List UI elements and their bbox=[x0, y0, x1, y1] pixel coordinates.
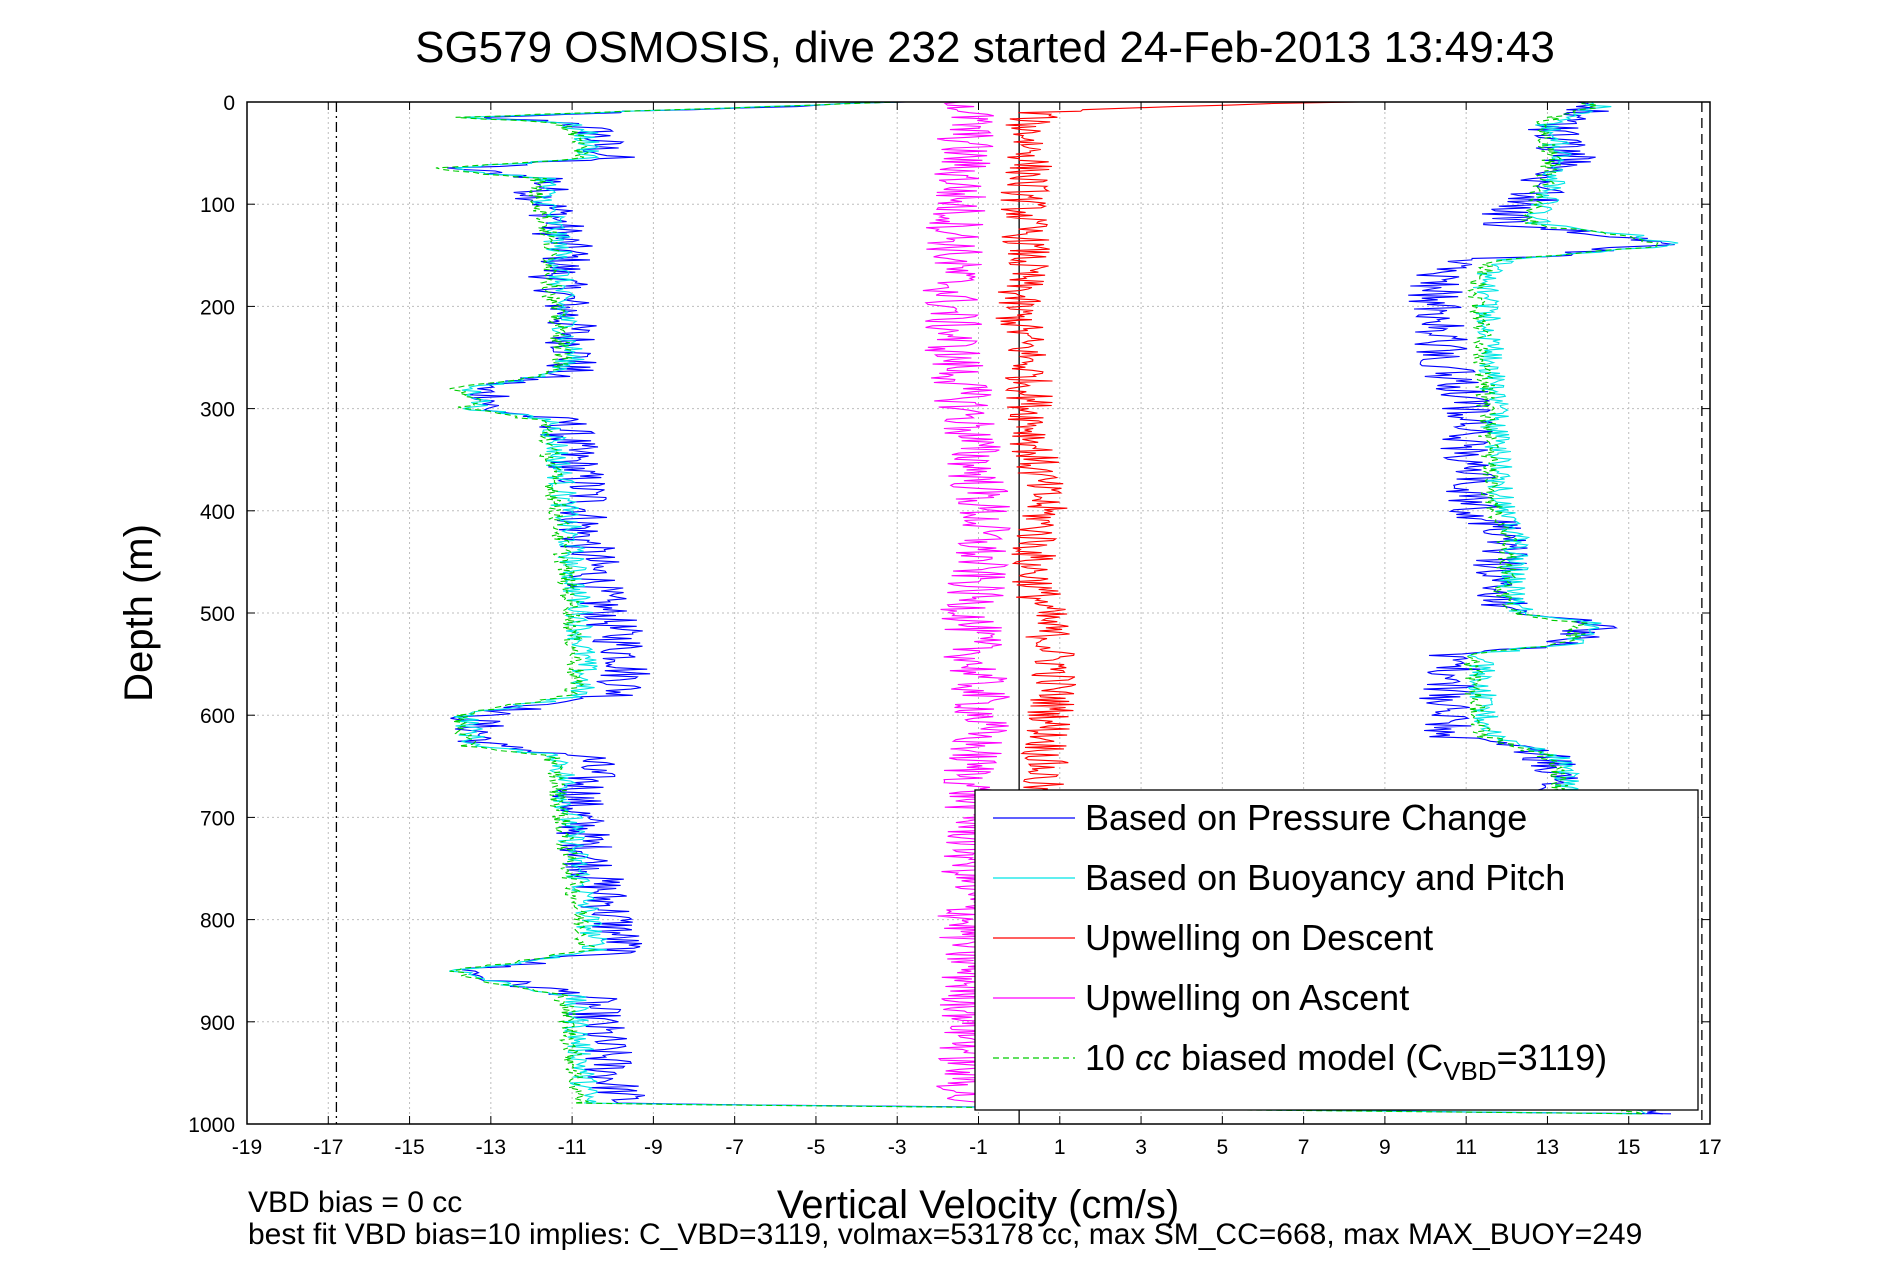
x-tick-label: -7 bbox=[725, 1136, 744, 1159]
x-tick-label: -15 bbox=[394, 1136, 424, 1159]
x-tick-label: 15 bbox=[1617, 1136, 1640, 1159]
x-axis-label: Vertical Velocity (cm/s) bbox=[777, 1183, 1179, 1227]
x-tick-label: 7 bbox=[1298, 1136, 1310, 1159]
legend-label: Based on Pressure Change bbox=[1085, 797, 1527, 838]
series-line-2-descent bbox=[449, 101, 1637, 1115]
y-tick-label: 600 bbox=[200, 705, 235, 728]
y-axis-label: Depth (m) bbox=[117, 524, 161, 702]
legend-label: 10 cc biased model (CVBD=3119) bbox=[1085, 1037, 1607, 1086]
x-tick-label: 11 bbox=[1455, 1136, 1477, 1159]
x-tick-label: -11 bbox=[558, 1136, 587, 1159]
y-tick-label: 900 bbox=[200, 1012, 235, 1035]
y-tick-label: 500 bbox=[200, 603, 235, 626]
x-tick-label: -3 bbox=[888, 1136, 907, 1159]
y-axis-ticks: 0 100 200 300 400 500 600 700 800 900 1000 bbox=[188, 92, 1710, 1137]
x-tick-label: -13 bbox=[476, 1136, 506, 1159]
note-vbd-bias: VBD bias = 0 cc bbox=[248, 1186, 462, 1219]
x-tick-label: -9 bbox=[644, 1136, 663, 1159]
x-tick-label: 9 bbox=[1379, 1136, 1391, 1159]
legend-label: Based on Buoyancy and Pitch bbox=[1085, 857, 1565, 898]
series-line-5-descent bbox=[435, 101, 1646, 1115]
legend: Based on Pressure Change Based on Buoyanc… bbox=[974, 789, 1699, 1111]
x-tick-label: 3 bbox=[1135, 1136, 1147, 1159]
chart-title: SG579 OSMOSIS, dive 232 started 24-Feb-2… bbox=[415, 23, 1555, 72]
legend-label: Upwelling on Ascent bbox=[1085, 977, 1409, 1018]
y-tick-label: 200 bbox=[200, 296, 235, 319]
y-tick-label: 1000 bbox=[188, 1114, 235, 1137]
y-tick-label: 400 bbox=[200, 501, 235, 524]
y-tick-label: 800 bbox=[200, 910, 235, 933]
series-group bbox=[435, 101, 1679, 1115]
series-line-1-descent bbox=[447, 101, 1672, 1115]
x-tick-label: -5 bbox=[807, 1136, 826, 1159]
x-tick-label: 1 bbox=[1054, 1136, 1066, 1159]
x-tick-label: 17 bbox=[1698, 1136, 1721, 1159]
x-tick-label: 5 bbox=[1216, 1136, 1228, 1159]
y-tick-label: 0 bbox=[223, 92, 235, 115]
series-line-5-ascent bbox=[1462, 101, 1659, 1115]
y-tick-label: 100 bbox=[200, 194, 235, 217]
x-tick-label: 13 bbox=[1536, 1136, 1559, 1159]
series-line-3 bbox=[995, 101, 1361, 808]
x-axis-ticks: -19 -17 -15 -13 -11 -9 -7 -5 -3 -1 1 3 5 7 9 11 13 15 17 bbox=[232, 102, 1722, 1159]
legend-box bbox=[974, 789, 1699, 1111]
x-tick-label: -17 bbox=[313, 1136, 343, 1159]
x-tick-label: -1 bbox=[969, 1136, 988, 1159]
x-tick-label: -19 bbox=[232, 1136, 262, 1159]
y-tick-label: 700 bbox=[200, 807, 235, 830]
y-tick-label: 300 bbox=[200, 399, 235, 422]
note-best-fit: best fit VBD bias=10 implies: C_VBD=3119… bbox=[248, 1218, 1642, 1251]
legend-label: Upwelling on Descent bbox=[1085, 917, 1433, 958]
